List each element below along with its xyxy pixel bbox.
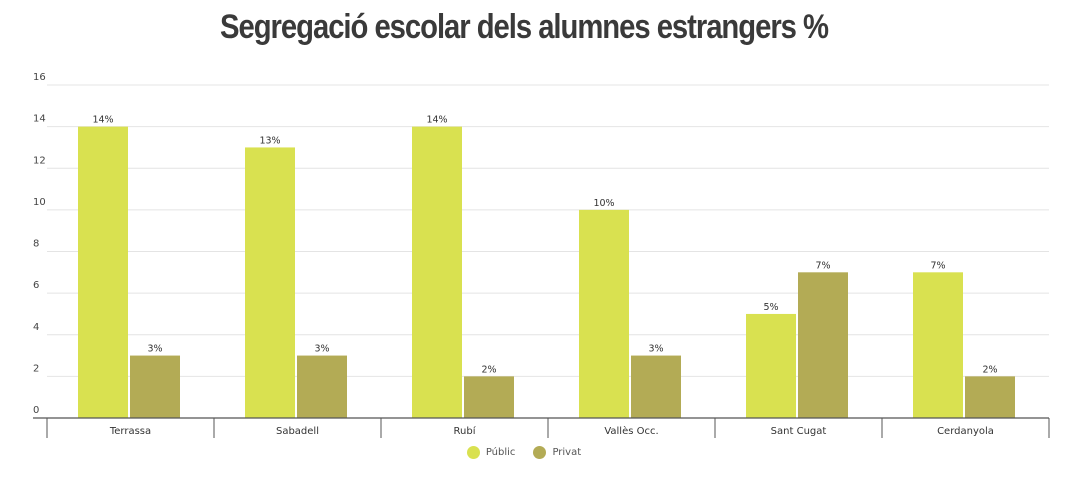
bar-private[interactable] <box>798 272 848 418</box>
x-tick-label: Terrassa <box>109 426 151 437</box>
data-label: 5% <box>763 302 778 313</box>
data-label: 13% <box>259 135 280 146</box>
y-tick-label: 4 <box>33 322 39 333</box>
legend-item-public[interactable]: Públic <box>466 446 516 459</box>
data-label: 14% <box>92 115 113 126</box>
data-labels: 14% 3% 13% 3% 14% 2% 10% 3% 5% 7% 7% 2% <box>92 115 997 376</box>
data-label: 3% <box>648 344 663 355</box>
x-tick-label: Cerdanyola <box>937 426 994 437</box>
y-tick-label: 0 <box>33 405 39 416</box>
bar-public[interactable] <box>78 126 128 418</box>
bar-private[interactable] <box>965 376 1015 418</box>
bar-chart: 0 2 4 6 8 10 12 14 16 14% 3% 13% 3% 14% 2% 10% 3% 5% 7% 7%… <box>33 72 1050 438</box>
bars <box>78 126 1015 418</box>
legend-item-private[interactable]: Privat <box>533 446 581 459</box>
y-tick-label: 14 <box>33 114 46 125</box>
bar-private[interactable] <box>297 355 347 418</box>
legend-label-private: Privat <box>552 447 582 458</box>
x-axis: Terrassa Sabadell Rubí Vallès Occ. Sant Cuga… <box>33 417 1050 438</box>
data-label: 3% <box>314 344 329 355</box>
bar-private[interactable] <box>631 355 681 418</box>
data-label: 14% <box>426 115 447 126</box>
legend-swatch-private <box>533 446 547 459</box>
y-axis-ticks: 0 2 4 6 8 10 12 14 16 <box>33 72 46 416</box>
bar-public[interactable] <box>245 147 295 418</box>
x-tick-label: Vallès Occ. <box>604 425 658 437</box>
legend-swatch-public <box>466 446 480 459</box>
x-tick-label: Rubí <box>454 425 477 437</box>
x-tick-label: Sabadell <box>276 426 319 437</box>
y-tick-label: 8 <box>33 239 39 250</box>
y-tick-label: 6 <box>33 280 39 291</box>
bar-private[interactable] <box>130 355 180 418</box>
bar-public[interactable] <box>412 126 462 418</box>
data-label: 2% <box>481 364 496 375</box>
y-tick-label: 2 <box>33 363 39 374</box>
data-label: 3% <box>147 344 162 355</box>
bar-public[interactable] <box>913 272 963 418</box>
data-label: 7% <box>815 260 830 271</box>
y-tick-label: 16 <box>33 72 46 83</box>
y-tick-label: 12 <box>33 155 46 166</box>
data-label: 2% <box>982 364 997 375</box>
bar-private[interactable] <box>464 376 514 418</box>
chart-title: Segregació escolar dels alumnes estrange… <box>220 8 829 46</box>
y-tick-label: 10 <box>33 197 46 208</box>
bar-public[interactable] <box>579 209 629 418</box>
bar-public[interactable] <box>746 313 796 418</box>
legend-label-public: Públic <box>485 447 516 458</box>
legend: Públic Privat <box>0 446 1048 459</box>
data-label: 7% <box>930 260 945 271</box>
gridlines <box>47 84 1049 377</box>
data-label: 10% <box>593 198 614 209</box>
x-tick-label: Sant Cugat <box>771 426 827 437</box>
